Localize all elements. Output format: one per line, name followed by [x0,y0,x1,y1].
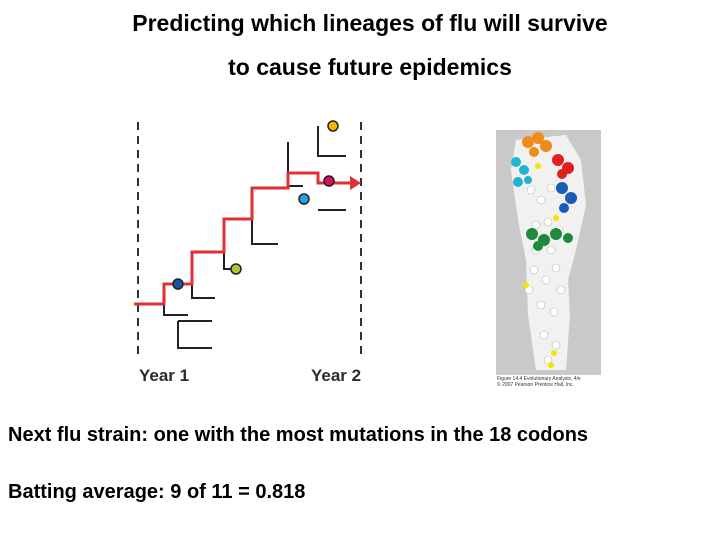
navy-blue-node [172,278,184,290]
title-line-2: to cause future epidemics [228,54,512,80]
trunk-arrowhead [350,176,361,190]
olive-green-node [230,263,242,275]
extinct-branches [163,126,346,349]
batting-average-statement: Batting average: 9 of 11 = 0.818 [8,481,306,503]
figure-caption: Figure 14.4 Evolutionary Analysis, 4/e ©… [497,376,597,388]
surviving-lineage-trunk [134,171,350,306]
year-1-label: Year 1 [139,366,190,385]
tree-node-markers [172,120,339,290]
sky-blue-node [298,193,310,205]
gold-node [327,120,339,132]
title-line-1: Predicting which lineages of flu will su… [132,10,608,36]
prediction-statement: Next flu strain: one with the most mutat… [8,424,589,446]
hemagglutinin-protein-image [496,130,601,375]
magenta-node [323,175,335,187]
lineage-tree-diagram [134,120,362,357]
figure-caption-line-1: Figure 14.4 Evolutionary Analysis, 4/e [497,376,581,382]
year-2-label: Year 2 [311,366,362,385]
figure-caption-line-2: © 2007 Pearson Prentice Hall, Inc. [497,382,574,388]
